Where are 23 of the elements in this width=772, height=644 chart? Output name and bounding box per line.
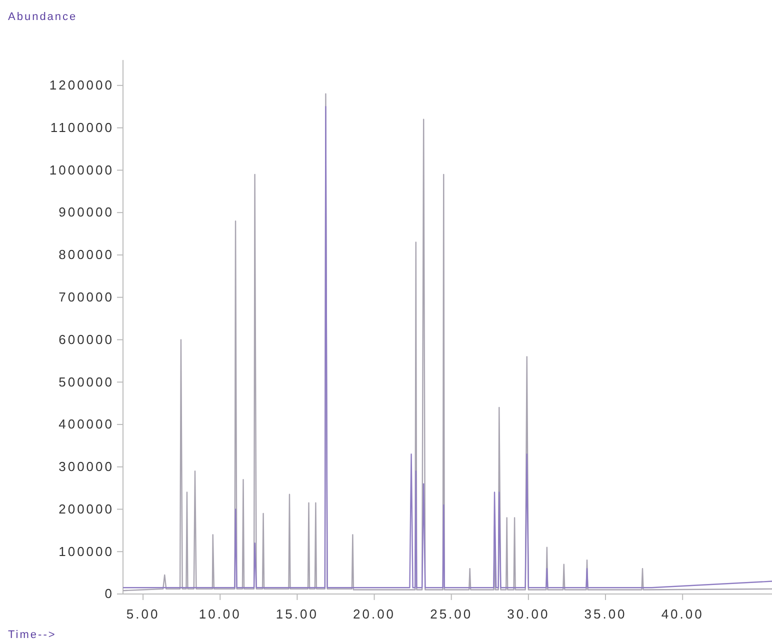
x-axis-title: Time--> bbox=[8, 629, 56, 641]
x-tick-label: 35.00 bbox=[584, 606, 627, 622]
y-tick-label: 1000000 bbox=[49, 162, 114, 178]
y-tick-label: 600000 bbox=[58, 332, 114, 347]
y-tick-label: 300000 bbox=[58, 459, 114, 474]
x-tick-label: 5.00 bbox=[126, 606, 160, 622]
y-tick-label: 500000 bbox=[58, 374, 114, 390]
y-tick-label: 400000 bbox=[58, 416, 114, 432]
x-tick-label: 10.00 bbox=[198, 606, 242, 622]
x-tick-label: 25.00 bbox=[430, 606, 473, 622]
y-tick-label: 700000 bbox=[58, 289, 114, 304]
y-tick-label: 100000 bbox=[58, 544, 114, 559]
y-tick-label: 800000 bbox=[58, 247, 114, 262]
x-tick-label: 15.00 bbox=[276, 606, 318, 622]
x-tick-label: 40.00 bbox=[661, 606, 704, 622]
y-tick-label: 0 bbox=[104, 586, 114, 602]
y-axis-title: Abundance bbox=[8, 11, 78, 23]
x-tick-label: 20.00 bbox=[353, 606, 396, 622]
y-tick-label: 900000 bbox=[58, 204, 114, 220]
y-tick-label: 1200000 bbox=[49, 78, 114, 93]
y-tick-label: 200000 bbox=[58, 501, 114, 516]
y-tick-label: 1100000 bbox=[50, 120, 114, 135]
x-tick-label: 30.00 bbox=[507, 606, 550, 622]
